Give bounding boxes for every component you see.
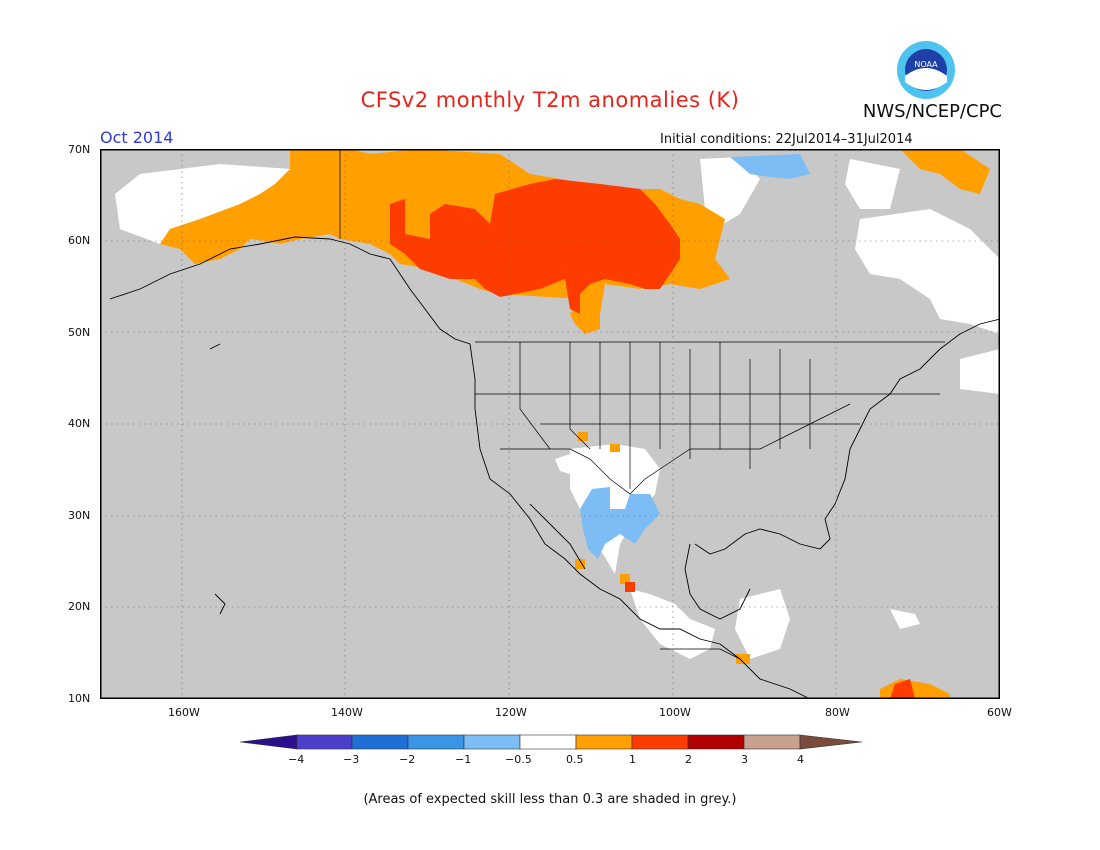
political-borders	[339, 149, 945, 660]
colorbar-label-1: 1	[629, 753, 636, 766]
colorbar-swatch-neg1-neg05	[463, 734, 521, 750]
colorbar	[239, 734, 863, 750]
colorbar-svg	[239, 734, 863, 750]
lat-label-30n: 30N	[68, 509, 91, 522]
lat-label-50n: 50N	[68, 326, 91, 339]
colorbar-label-neg3: −3	[343, 753, 360, 766]
lat-label-10n: 10N	[68, 692, 91, 705]
colorbar-swatch-2-3	[687, 734, 745, 750]
initial-conditions: Initial conditions: 22Jul2014–31Jul2014	[660, 132, 913, 147]
colorbar-swatch-3-4	[743, 734, 801, 750]
agency-label: NWS/NCEP/CPC	[862, 101, 1002, 122]
lon-label-60w: 60W	[987, 706, 1012, 719]
colorbar-label-4: 4	[797, 753, 804, 766]
logo-text: NOAA	[914, 60, 938, 69]
lat-label-20n: 20N	[68, 600, 91, 613]
colorbar-label-3: 3	[741, 753, 748, 766]
map-frame	[100, 149, 1000, 699]
footnote: (Areas of expected skill less than 0.3 a…	[363, 792, 737, 807]
colorbar-swatch-gt-4	[799, 734, 863, 750]
lon-label-100w: 100W	[659, 706, 691, 719]
map-panel	[100, 149, 1001, 700]
gridlines	[100, 149, 1000, 699]
colorbar-swatch-neg3-neg2	[351, 734, 409, 750]
colorbar-swatch-neg05-05	[519, 734, 577, 750]
colorbar-swatch-1-2	[631, 734, 689, 750]
southwest-us-anomaly-neg	[580, 154, 810, 559]
colorbar-swatch-lt-neg4	[239, 734, 298, 750]
colorbar-label-neg2: −2	[399, 753, 416, 766]
lat-label-40n: 40N	[68, 417, 91, 430]
lat-label-70n: 70N	[68, 143, 91, 156]
lon-label-120w: 120W	[495, 706, 527, 719]
noaa-logo: NOAA	[896, 40, 956, 100]
lat-label-60n: 60N	[68, 234, 91, 247]
colorbar-label-neg1: −1	[455, 753, 472, 766]
colorbar-swatch-05-1	[575, 734, 633, 750]
lon-label-140w: 140W	[331, 706, 363, 719]
chart-title: CFSv2 monthly T2m anomalies (K)	[360, 88, 740, 112]
colorbar-label-neg4: −4	[288, 753, 305, 766]
colorbar-swatch-neg2-neg1	[407, 734, 465, 750]
colorbar-swatch-neg4-neg3	[296, 734, 353, 750]
no-skill-white-patches	[115, 157, 1000, 659]
colorbar-label-2: 2	[685, 753, 692, 766]
lon-label-160w: 160W	[168, 706, 200, 719]
canada-anomaly-1-2	[390, 179, 915, 699]
coastlines	[109, 236, 1001, 700]
colorbar-label-05: 0.5	[566, 753, 584, 766]
map-svg	[100, 149, 1001, 700]
colorbar-label-neg05: −0.5	[505, 753, 532, 766]
lon-label-80w: 80W	[825, 706, 850, 719]
valid-month: Oct 2014	[100, 128, 174, 147]
